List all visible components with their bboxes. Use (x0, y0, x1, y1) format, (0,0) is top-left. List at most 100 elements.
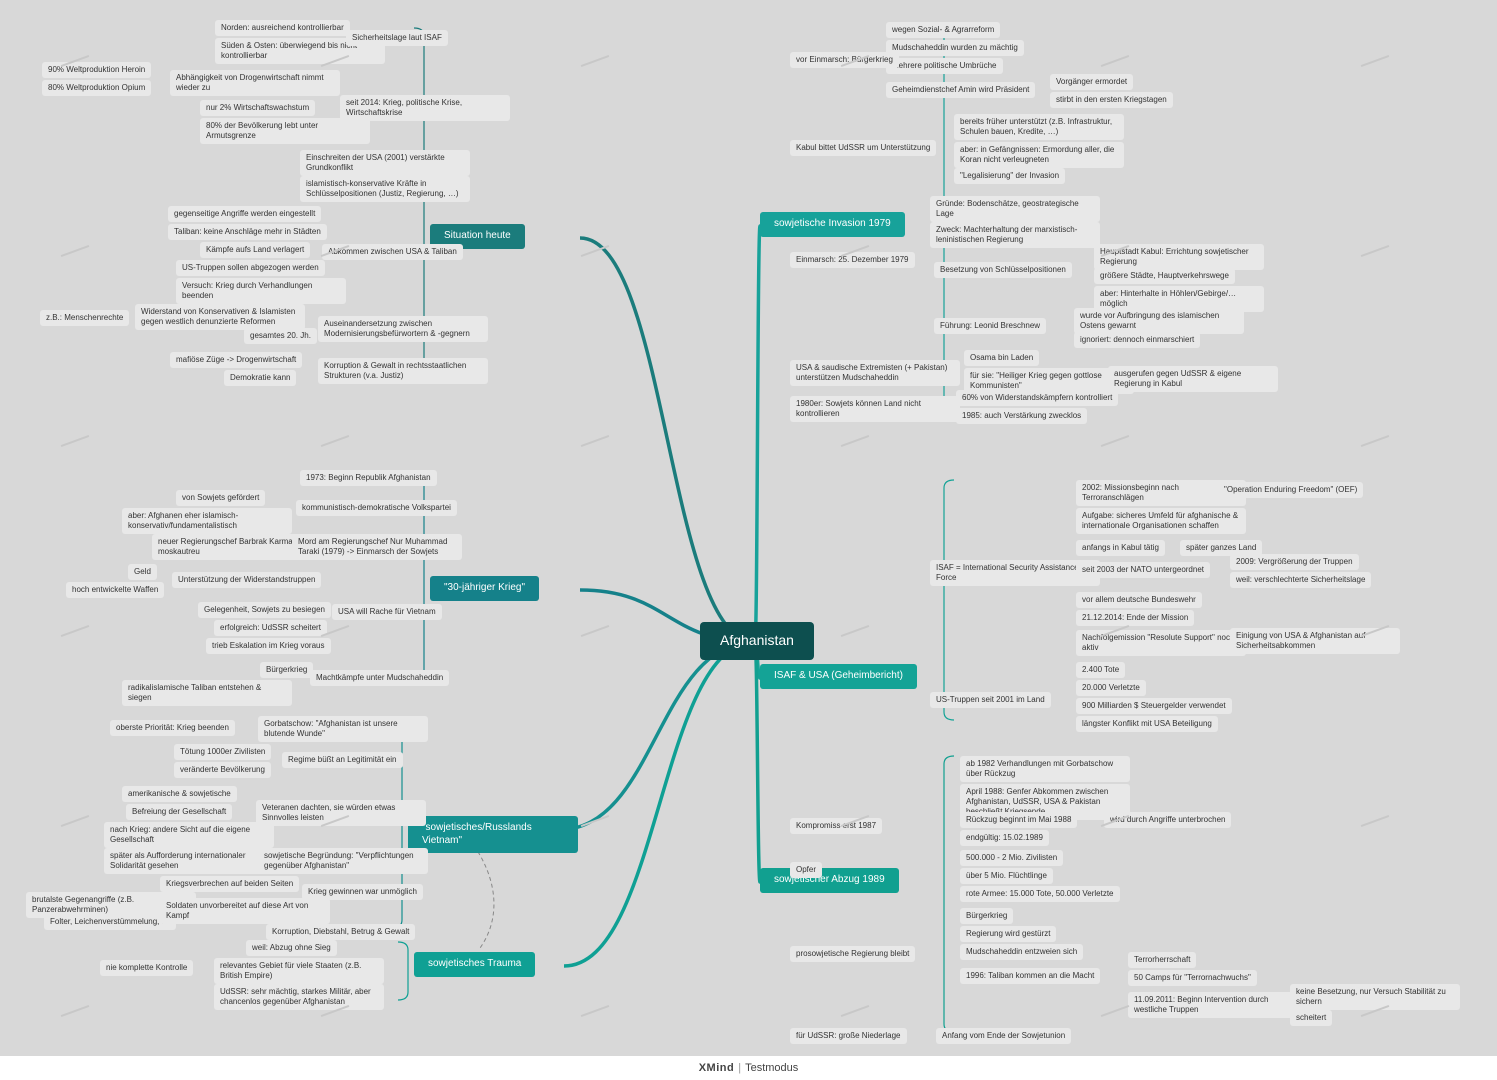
leaf-node[interactable]: längster Konflikt mit USA Beteiligung (1076, 716, 1218, 732)
leaf-node[interactable]: Einschreiten der USA (2001) verstärkte G… (300, 150, 470, 176)
leaf-node[interactable]: bereits früher unterstützt (z.B. Infrast… (954, 114, 1124, 140)
leaf-node[interactable]: über 5 Mio. Flüchtlinge (960, 868, 1053, 884)
leaf-node[interactable]: Osama bin Laden (964, 350, 1039, 366)
leaf-node[interactable]: Regime büßt an Legitimität ein (282, 752, 403, 768)
leaf-node[interactable]: 900 Milliarden $ Steuergelder verwendet (1076, 698, 1232, 714)
leaf-node[interactable]: nach Krieg: andere Sicht auf die eigene … (104, 822, 274, 848)
leaf-node[interactable]: aber: Afghanen eher islamisch-konservati… (122, 508, 292, 534)
leaf-node[interactable]: Kämpfe aufs Land verlagert (200, 242, 310, 258)
leaf-node[interactable]: 1980er: Sowjets können Land nicht kontro… (790, 396, 960, 422)
leaf-node[interactable]: Anfang vom Ende der Sowjetunion (936, 1028, 1071, 1044)
leaf-node[interactable]: mehrere politische Umbrüche (886, 58, 1003, 74)
leaf-node[interactable]: erfolgreich: UdSSR scheitert (214, 620, 327, 636)
leaf-node[interactable]: weil: Abzug ohne Sieg (246, 940, 337, 956)
leaf-node[interactable]: Krieg gewinnen war unmöglich (302, 884, 423, 900)
branch-trauma[interactable]: sowjetisches Trauma (414, 952, 535, 977)
leaf-node[interactable]: Gelegenheit, Sowjets zu besiegen (198, 602, 331, 618)
leaf-node[interactable]: scheitert (1290, 1010, 1332, 1026)
leaf-node[interactable]: 50 Camps für "Terrornachwuchs" (1128, 970, 1257, 986)
leaf-node[interactable]: Führung: Leonid Breschnew (934, 318, 1046, 334)
leaf-node[interactable]: USA will Rache für Vietnam (332, 604, 442, 620)
root-node[interactable]: Afghanistan (700, 622, 814, 660)
leaf-node[interactable]: Auseinandersetzung zwischen Modernisieru… (318, 316, 488, 342)
leaf-node[interactable]: weil: verschlechterte Sicherheitslage (1230, 572, 1371, 588)
leaf-node[interactable]: 2009: Vergrößerung der Truppen (1230, 554, 1359, 570)
leaf-node[interactable]: 1996: Taliban kommen an die Macht (960, 968, 1100, 984)
leaf-node[interactable]: islamistisch-konservative Kräfte in Schl… (300, 176, 470, 202)
leaf-node[interactable]: wegen Sozial- & Agrarreform (886, 22, 1000, 38)
leaf-node[interactable]: US-Truppen sollen abgezogen werden (176, 260, 325, 276)
leaf-node[interactable]: veränderte Bevölkerung (174, 762, 271, 778)
leaf-node[interactable]: Norden: ausreichend kontrollierbar (215, 20, 350, 36)
leaf-node[interactable]: z.B.: Menschenrechte (40, 310, 129, 326)
leaf-node[interactable]: Mord am Regierungschef Nur Muhammad Tara… (292, 534, 462, 560)
leaf-node[interactable]: Kriegsverbrechen auf beiden Seiten (160, 876, 299, 892)
leaf-node[interactable]: später als Aufforderung internationaler … (104, 848, 274, 874)
leaf-node[interactable]: Einmarsch: 25. Dezember 1979 (790, 252, 915, 268)
leaf-node[interactable]: 11.09.2011: Beginn Intervention durch we… (1128, 992, 1298, 1018)
leaf-node[interactable]: nie komplette Kontrolle (100, 960, 193, 976)
leaf-node[interactable]: seit 2003 der NATO untergeordnet (1076, 562, 1210, 578)
leaf-node[interactable]: Geheimdienstchef Amin wird Präsident (886, 82, 1035, 98)
leaf-node[interactable]: 60% von Widerstandskämpfern kontrolliert (956, 390, 1118, 406)
leaf-node[interactable]: Rückzug beginnt im Mai 1988 (960, 812, 1077, 828)
leaf-node[interactable]: Befreiung der Gesellschaft (126, 804, 232, 820)
leaf-node[interactable]: vor allem deutsche Bundeswehr (1076, 592, 1202, 608)
leaf-node[interactable]: von Sowjets gefördert (176, 490, 265, 506)
leaf-node[interactable]: Opfer (790, 862, 822, 878)
leaf-node[interactable]: Gorbatschow: "Afghanistan ist unsere blu… (258, 716, 428, 742)
leaf-node[interactable]: für UdSSR: große Niederlage (790, 1028, 907, 1044)
leaf-node[interactable]: Folter, Leichenverstümmelung, … (44, 914, 176, 930)
leaf-node[interactable]: 1985: auch Verstärkung zwecklos (956, 408, 1087, 424)
leaf-node[interactable]: 20.000 Verletzte (1076, 680, 1146, 696)
leaf-node[interactable]: keine Besetzung, nur Versuch Stabilität … (1290, 984, 1460, 1010)
leaf-node[interactable]: Mudschaheddin entzweien sich (960, 944, 1083, 960)
leaf-node[interactable]: 80% Weltproduktion Opium (42, 80, 151, 96)
leaf-node[interactable]: prosowjetische Regierung bleibt (790, 946, 915, 962)
leaf-node[interactable]: Terrorherrschaft (1128, 952, 1196, 968)
leaf-node[interactable]: Mudschaheddin wurden zu mächtig (886, 40, 1024, 56)
leaf-node[interactable]: trieb Eskalation im Krieg voraus (206, 638, 331, 654)
leaf-node[interactable]: "Legalisierung" der Invasion (954, 168, 1065, 184)
leaf-node[interactable]: ignoriert: dennoch einmarschiert (1074, 332, 1200, 348)
leaf-node[interactable]: Vorgänger ermordet (1050, 74, 1133, 90)
leaf-node[interactable]: 500.000 - 2 Mio. Zivilisten (960, 850, 1063, 866)
branch-vietnam[interactable]: "sowjetisches/Russlands Vietnam" (408, 816, 578, 853)
mindmap-canvas[interactable]: AfghanistanSituation heute"30-jähriger K… (0, 0, 1497, 1080)
leaf-node[interactable]: anfangs in Kabul tätig (1076, 540, 1165, 556)
leaf-node[interactable]: hoch entwickelte Waffen (66, 582, 164, 598)
leaf-node[interactable]: Unterstützung der Widerstandstruppen (172, 572, 321, 588)
leaf-node[interactable]: Regierung wird gestürzt (960, 926, 1056, 942)
leaf-node[interactable]: stirbt in den ersten Kriegstagen (1050, 92, 1173, 108)
leaf-node[interactable]: Korruption & Gewalt in rechtsstaatlichen… (318, 358, 488, 384)
leaf-node[interactable]: Taliban: keine Anschläge mehr in Städten (168, 224, 327, 240)
leaf-node[interactable]: Versuch: Krieg durch Verhandlungen beend… (176, 278, 346, 304)
leaf-node[interactable]: 1973: Beginn Republik Afghanistan (300, 470, 437, 486)
leaf-node[interactable]: Veteranen dachten, sie würden etwas Sinn… (256, 800, 426, 826)
leaf-node[interactable]: Abhängigkeit von Drogenwirtschaft nimmt … (170, 70, 340, 96)
leaf-node[interactable]: UdSSR: sehr mächtig, starkes Militär, ab… (214, 984, 384, 1010)
leaf-node[interactable]: gegenseitige Angriffe werden eingestellt (168, 206, 321, 222)
leaf-node[interactable]: Widerstand von Konservativen & Islamiste… (135, 304, 305, 330)
leaf-node[interactable]: seit 2014: Krieg, politische Krise, Wirt… (340, 95, 510, 121)
leaf-node[interactable]: Bürgerkrieg (960, 908, 1013, 924)
leaf-node[interactable]: Geld (128, 564, 157, 580)
leaf-node[interactable]: "Operation Enduring Freedom" (OEF) (1218, 482, 1363, 498)
leaf-node[interactable]: 90% Weltproduktion Heroin (42, 62, 151, 78)
leaf-node[interactable]: Sicherheitslage laut ISAF (346, 30, 448, 46)
leaf-node[interactable]: Bürgerkrieg (260, 662, 313, 678)
branch-krieg30[interactable]: "30-jähriger Krieg" (430, 576, 539, 601)
leaf-node[interactable]: kommunistisch-demokratische Volkspartei (296, 500, 457, 516)
leaf-node[interactable]: USA & saudische Extremisten (+ Pakistan)… (790, 360, 960, 386)
branch-invasion[interactable]: sowjetische Invasion 1979 (760, 212, 905, 237)
leaf-node[interactable]: oberste Priorität: Krieg beenden (110, 720, 235, 736)
leaf-node[interactable]: mafiöse Züge -> Drogenwirtschaft (170, 352, 302, 368)
leaf-node[interactable]: radikalislamische Taliban entstehen & si… (122, 680, 292, 706)
leaf-node[interactable]: gesamtes 20. Jh. (244, 328, 317, 344)
leaf-node[interactable]: endgültig: 15.02.1989 (960, 830, 1049, 846)
leaf-node[interactable]: 21.12.2014: Ende der Mission (1076, 610, 1194, 626)
leaf-node[interactable]: Gründe: Bodenschätze, geostrategische La… (930, 196, 1100, 222)
leaf-node[interactable]: amerikanische & sowjetische (122, 786, 237, 802)
leaf-node[interactable]: Soldaten unvorbereitet auf diese Art von… (160, 898, 330, 924)
leaf-node[interactable]: größere Städte, Hauptverkehrswege (1094, 268, 1235, 284)
